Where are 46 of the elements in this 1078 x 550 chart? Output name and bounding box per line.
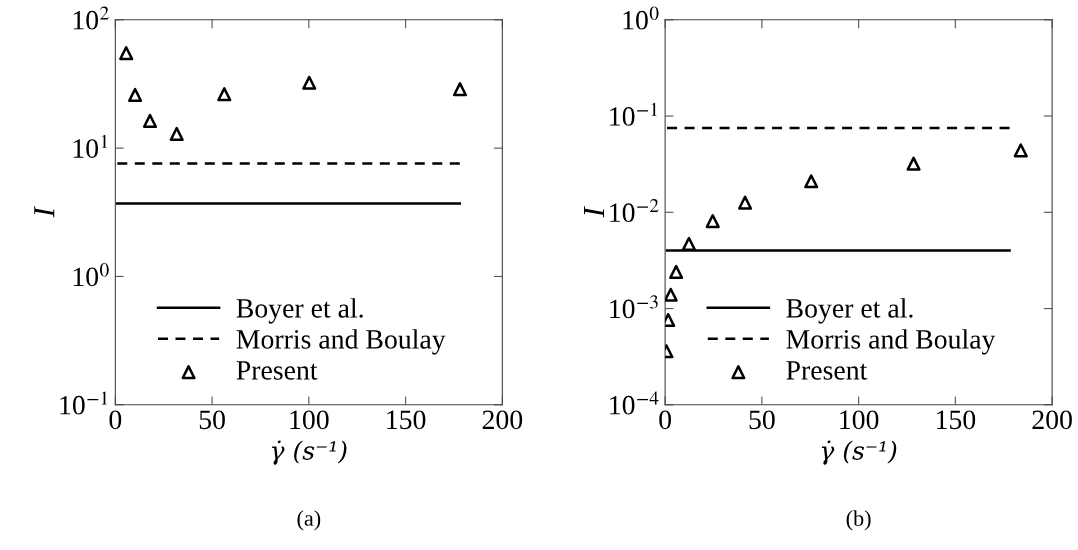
y-tick-label: 10$^{2}$ [73,6,109,30]
y-tick-label: 10$^{0}$ [623,6,659,30]
x-tick-label: 0 [109,410,122,430]
legend-label: Present [786,361,868,380]
point [681,236,696,251]
point [128,87,143,102]
x-tick-label: 50 [749,410,775,430]
x-tick-label: 100 [840,410,879,430]
point [669,264,684,280]
legend-label: Present [236,361,318,380]
point [705,214,720,229]
point [119,46,134,61]
x-tick-label: 150 [936,410,976,430]
x-axis-title: γ̇ (s⁻¹) [821,440,897,465]
x-tick-label: 200 [482,410,523,430]
point [169,126,184,141]
y-axis-title: I [34,206,55,218]
y-tick-label: 10$^{−2}$ [610,198,659,223]
point [142,113,158,128]
point [804,174,819,189]
legend-label: Morris and Boulay [786,329,996,355]
text: (a) [297,510,321,531]
y-tick-label: 10$^{0}$ [73,263,109,287]
legend-label: Boyer et al. [786,298,913,324]
legend-label: Boyer et al. [236,298,363,324]
point [217,87,232,102]
x-tick-label: 0 [659,410,672,430]
point [302,75,317,90]
y-tick-label: 10$^{−1}$ [610,102,657,126]
x-tick-label: 150 [387,410,426,430]
x-tick-label: 50 [199,410,225,430]
point [665,287,678,302]
y-axis-title: I [584,206,605,218]
text: (b) [846,510,871,531]
point [737,195,753,210]
point [1013,143,1028,158]
point [452,82,468,97]
y-tick-label: 10$^{−4}$ [610,391,659,415]
y-tick-label: 10$^{−1}$ [60,391,108,415]
y-tick-label: 10$^{−3}$ [610,295,658,319]
x-tick-label: 200 [1032,410,1072,430]
point [906,156,921,171]
x-axis-title: γ̇ (s⁻¹) [272,440,347,465]
legend-label: Morris and Boulay [236,329,446,355]
y-tick-label: 10$^{1}$ [73,134,108,158]
x-tick-label: 100 [290,410,329,430]
